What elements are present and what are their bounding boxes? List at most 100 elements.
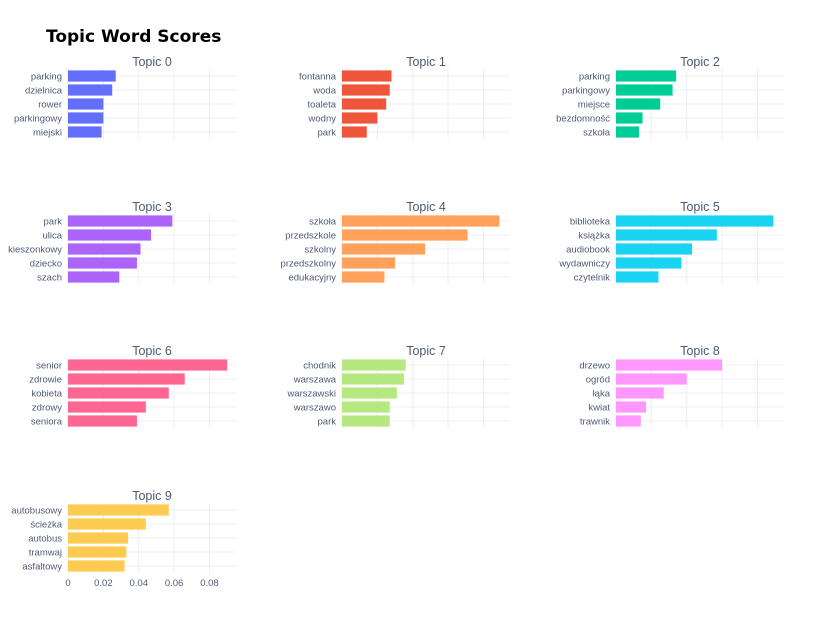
category-label: biblioteka — [570, 216, 611, 227]
category-label: warszawa — [293, 374, 337, 385]
bar — [68, 126, 102, 138]
category-label: seniora — [31, 416, 63, 427]
bar — [68, 112, 104, 124]
category-label: asfaltowy — [22, 561, 62, 572]
category-label: zdrowie — [29, 374, 62, 385]
bar — [342, 229, 468, 241]
category-label: toaleta — [307, 99, 336, 110]
bar — [616, 112, 643, 124]
bar — [616, 359, 723, 371]
bar — [616, 84, 673, 96]
category-label: woda — [312, 85, 336, 96]
bar — [616, 271, 659, 283]
category-label: parkingowy — [14, 113, 62, 124]
bar — [68, 387, 169, 399]
topic-panel-6: Topic 6 senior zdrowie kobieta zdrowy seniora — [29, 344, 236, 428]
category-label: chodnik — [303, 360, 336, 371]
bar — [68, 504, 169, 516]
bar — [68, 359, 228, 371]
topic-panel-1: Topic 1 fontanna woda toaleta wodny park — [299, 55, 510, 139]
bar — [68, 271, 120, 283]
category-label: przedszkole — [285, 230, 336, 241]
bar — [342, 112, 378, 124]
category-label: ścieżka — [30, 519, 62, 530]
bar — [68, 560, 125, 572]
category-label: parking — [579, 71, 610, 82]
topic-title: Topic 2 — [680, 55, 720, 69]
bar — [342, 401, 390, 413]
bar — [342, 415, 390, 427]
topic-panel-4: Topic 4 szkoła przedszkole szkolny przedszko… — [281, 200, 510, 284]
bar — [616, 373, 687, 385]
bar — [342, 257, 396, 269]
bar — [616, 387, 664, 399]
category-label: warszawo — [293, 402, 336, 413]
bar — [616, 70, 677, 82]
bar — [342, 359, 406, 371]
bar — [616, 98, 661, 110]
category-label: bezdomność — [556, 113, 610, 124]
topic-panel-7: Topic 7 chodnik warszawa warszawski warszawo… — [286, 344, 510, 428]
bar — [68, 546, 127, 558]
category-label: dziecko — [30, 258, 62, 269]
bar — [342, 373, 404, 385]
category-label: zdrowy — [32, 402, 62, 413]
topic-title: Topic 3 — [132, 200, 172, 214]
x-tick-label: 0.04 — [129, 578, 148, 589]
topic-panel-2: Topic 2 parking parkingowy miejsce bezdomnoś… — [556, 55, 784, 139]
category-label: łąka — [593, 388, 611, 399]
category-label: tramwaj — [29, 547, 62, 558]
category-label: miejski — [33, 127, 62, 138]
bar — [342, 271, 385, 283]
bar — [616, 243, 693, 255]
x-tick-label: 0.08 — [200, 578, 219, 589]
category-label: ogród — [586, 374, 610, 385]
bar — [68, 415, 137, 427]
topic-title: Topic 7 — [406, 344, 446, 358]
bar — [68, 257, 137, 269]
category-label: wodny — [308, 113, 337, 124]
category-label: przedszkolny — [281, 258, 337, 269]
topic-title: Topic 5 — [680, 200, 720, 214]
category-label: drzewo — [579, 360, 610, 371]
category-label: autobusowy — [11, 505, 62, 516]
topic-panel-8: Topic 8 drzewo ogród łąka kwiat trawnik — [579, 344, 784, 428]
chart-title: Topic Word Scores — [46, 27, 221, 47]
bar — [342, 98, 387, 110]
bar — [68, 243, 141, 255]
topic-panel-3: Topic 3 park ulica kieszonkowy dziecko szach — [8, 200, 236, 284]
category-label: park — [318, 127, 337, 138]
bar — [68, 229, 152, 241]
bar — [68, 373, 185, 385]
category-label: szkoła — [583, 127, 611, 138]
category-label: warszawski — [286, 388, 336, 399]
bar — [616, 257, 682, 269]
topic-title: Topic 8 — [680, 344, 720, 358]
bar — [68, 98, 104, 110]
category-label: książka — [578, 230, 610, 241]
category-label: szkolny — [304, 244, 336, 255]
topic-panel-5: Topic 5 biblioteka książka audiobook wydawni… — [558, 200, 784, 284]
bar — [68, 215, 173, 227]
topic-panel-9: Topic 9 autobusowy ścieżka autobus tramwaj as… — [11, 489, 236, 589]
bar — [616, 229, 717, 241]
category-label: parking — [31, 71, 62, 82]
category-label: audiobook — [566, 244, 610, 255]
category-label: czytelnik — [574, 272, 611, 283]
category-label: szach — [37, 272, 62, 283]
topic-title: Topic 0 — [132, 55, 172, 69]
bar — [68, 70, 116, 82]
topic-title: Topic 4 — [406, 200, 446, 214]
bar — [616, 215, 774, 227]
bar — [342, 70, 392, 82]
category-label: park — [318, 416, 337, 427]
category-label: trawnik — [580, 416, 610, 427]
category-label: kieszonkowy — [8, 244, 62, 255]
bar — [616, 415, 641, 427]
category-label: kobieta — [31, 388, 62, 399]
x-tick-label: 0.02 — [94, 578, 113, 589]
category-label: wydawniczy — [558, 258, 610, 269]
bar — [342, 84, 390, 96]
topic-panel-0: Topic 0 parking dzielnica rower parkingowy mi… — [14, 55, 236, 139]
